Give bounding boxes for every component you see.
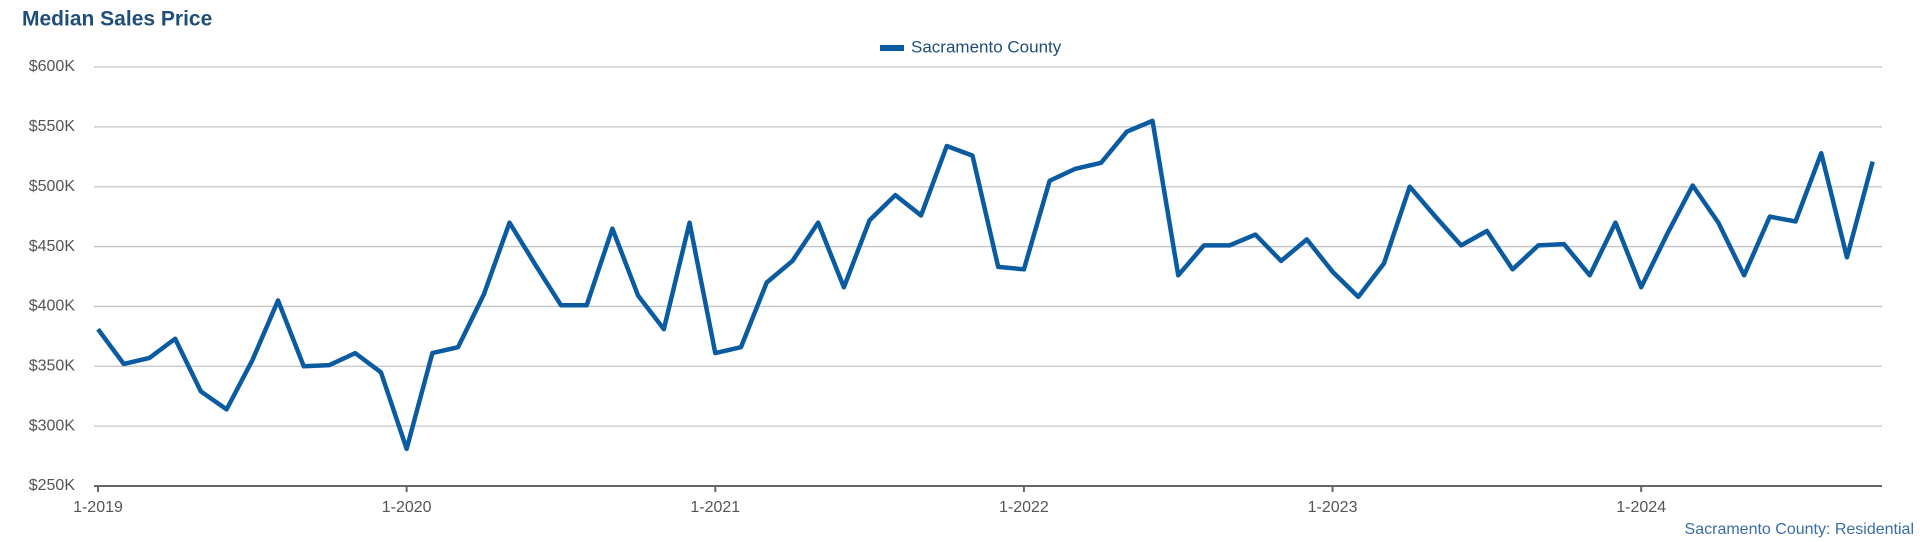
chart-title: Median Sales Price	[22, 8, 212, 31]
y-tick-label: $300K	[29, 417, 76, 434]
x-tick-label: 1-2024	[1616, 499, 1666, 516]
x-tick-label: 1-2019	[73, 499, 123, 516]
x-tick-label: 1-2023	[1308, 499, 1358, 516]
y-tick-label: $600K	[29, 58, 76, 75]
y-tick-label: $250K	[29, 477, 76, 494]
footnote: Sacramento County: Residential	[1685, 521, 1914, 538]
y-tick-label: $350K	[29, 358, 76, 375]
x-tick-label: 1-2020	[382, 499, 432, 516]
y-tick-label: $500K	[29, 178, 76, 195]
legend-label: Sacramento County	[911, 37, 1062, 56]
x-tick-label: 1-2021	[690, 499, 740, 516]
y-tick-label: $400K	[29, 298, 76, 315]
series-line	[96, 118, 1875, 452]
y-tick-label: $450K	[29, 238, 76, 255]
x-tick-label: 1-2022	[999, 499, 1049, 516]
y-tick-label: $550K	[29, 118, 76, 135]
legend-swatch	[880, 45, 904, 51]
